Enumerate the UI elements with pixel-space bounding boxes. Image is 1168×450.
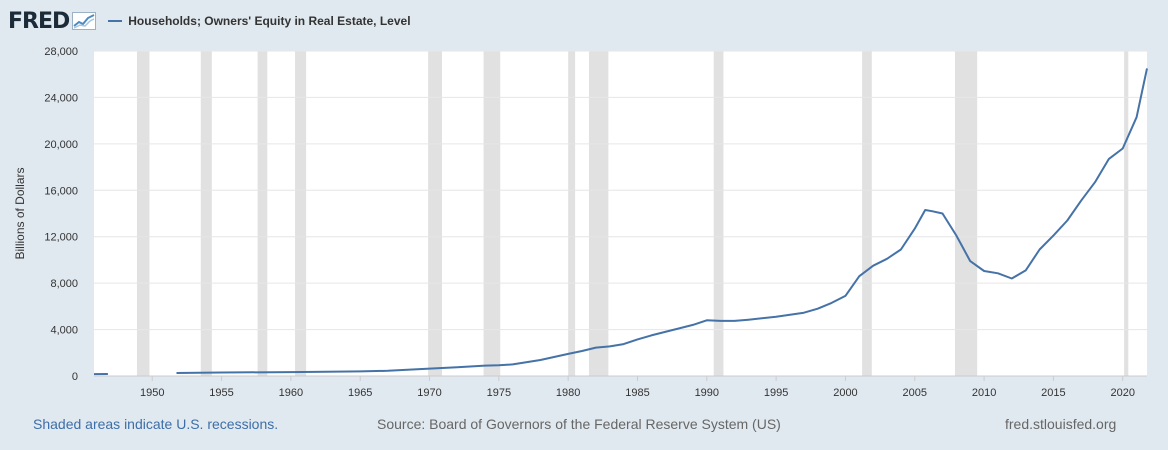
- x-tick-label: 2005: [903, 387, 927, 399]
- y-tick-label: 20,000: [44, 139, 78, 151]
- chart-legend: Households; Owners' Equity in Real Estat…: [108, 14, 411, 28]
- x-tick-label: 1955: [209, 387, 233, 399]
- chart-trend-icon: [72, 12, 97, 30]
- x-tick-label: 1980: [556, 387, 580, 399]
- legend-swatch: [108, 20, 123, 22]
- recession-band: [588, 51, 609, 376]
- fred-logo[interactable]: FRED: [8, 8, 70, 34]
- x-tick-label: 1960: [279, 387, 303, 399]
- recession-band: [713, 51, 724, 376]
- x-tick-label: 1995: [764, 387, 788, 399]
- x-tick-label: 2000: [833, 387, 857, 399]
- line-chart: 0 4,000 8,000 12,000 16,000 20,000 24,000 28,00…: [13, 46, 1148, 399]
- y-tick-label: 12,000: [44, 232, 78, 244]
- y-axis-label: Billions of Dollars: [13, 167, 27, 259]
- chart-footer: Shaded areas indicate U.S. recessions. S…: [0, 416, 1168, 438]
- y-tick-label: 16,000: [44, 185, 78, 197]
- y-tick-label: 8,000: [50, 278, 78, 290]
- recession-band: [428, 51, 442, 376]
- x-tick-label: 1950: [140, 387, 164, 399]
- y-tick-label: 0: [72, 371, 78, 383]
- x-tick-label: 2015: [1041, 387, 1065, 399]
- x-tick-label: 2020: [1110, 387, 1134, 399]
- recession-band: [862, 51, 872, 376]
- x-tick-label: 1970: [417, 387, 441, 399]
- x-tick-label: 1975: [487, 387, 511, 399]
- recession-band: [1124, 51, 1129, 376]
- y-tick-label: 4,000: [50, 325, 78, 337]
- recession-band: [200, 51, 212, 376]
- series-line: [176, 68, 1148, 374]
- recession-band: [483, 51, 501, 376]
- recession-band: [257, 51, 268, 376]
- x-tick-label: 1985: [625, 387, 649, 399]
- x-tick-label: 1965: [348, 387, 372, 399]
- recession-band: [568, 51, 576, 376]
- site-link[interactable]: fred.stlouisfed.org: [1005, 416, 1117, 432]
- legend-series-label: Households; Owners' Equity in Real Estat…: [128, 14, 411, 28]
- recession-band: [954, 51, 978, 376]
- x-tick-label: 2010: [972, 387, 996, 399]
- chart-header: FRED Households; Owners' Equity in Real …: [8, 6, 411, 36]
- recession-band: [295, 51, 307, 376]
- x-tick-label: 1990: [695, 387, 719, 399]
- y-tick-label: 24,000: [44, 92, 78, 104]
- recession-note-link[interactable]: Shaded areas indicate U.S. recessions.: [33, 416, 279, 432]
- recession-band: [136, 51, 150, 376]
- source-text: Source: Board of Governors of the Federa…: [377, 416, 781, 432]
- plot-area: [94, 51, 1147, 376]
- y-tick-label: 28,000: [44, 46, 78, 58]
